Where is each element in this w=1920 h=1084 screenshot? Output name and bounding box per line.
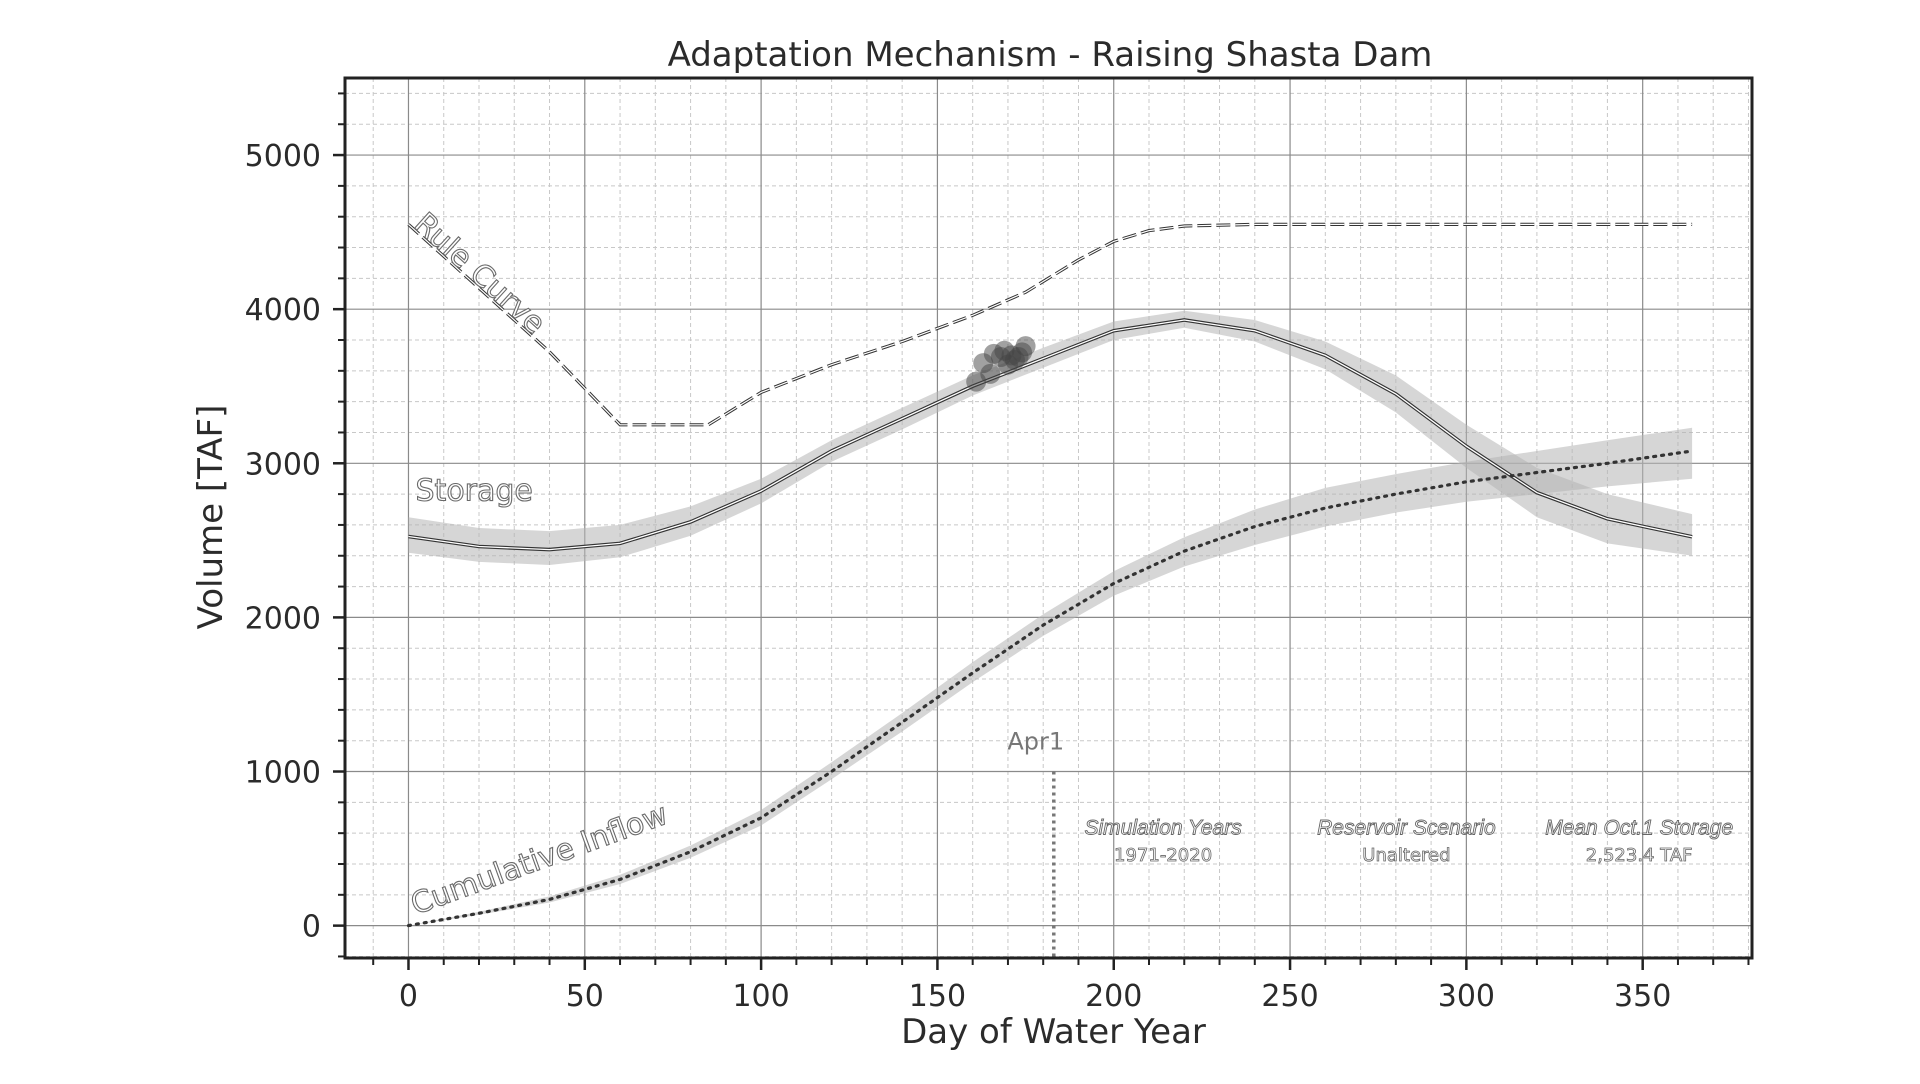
x-tick-label: 0 xyxy=(399,979,418,1014)
y-tick-label: 2000 xyxy=(245,601,321,636)
y-tick-label: 1000 xyxy=(245,756,321,791)
info-header: Simulation Years xyxy=(1085,817,1243,840)
rule-curve-label: Rule Curve xyxy=(407,206,552,341)
april1-storage-point xyxy=(980,363,1001,384)
band-storage xyxy=(408,310,1693,565)
series-line-rule-curve-inner xyxy=(408,223,1693,426)
storage-label: Storage xyxy=(416,473,533,508)
y-tick-label: 5000 xyxy=(245,139,321,174)
x-tick-label: 300 xyxy=(1438,979,1495,1014)
y-axis-label: Volume [TAF] xyxy=(191,405,231,630)
info-header: Reservoir Scenario xyxy=(1317,817,1496,840)
april1-markers xyxy=(966,336,1036,392)
y-tick-label: 4000 xyxy=(245,293,321,328)
x-tick-label: 50 xyxy=(566,979,604,1014)
series-line-rule-curve xyxy=(407,222,1693,427)
info-value: 1971-2020 xyxy=(1114,845,1212,866)
chart-title: Adaptation Mechanism - Raising Shasta Da… xyxy=(668,35,1433,75)
april1-reference: Apr1 xyxy=(1007,728,1064,958)
x-tick-label: 250 xyxy=(1261,979,1318,1014)
plot-frame xyxy=(343,76,1754,960)
x-axis-label: Day of Water Year xyxy=(901,1012,1206,1052)
y-tick-label: 0 xyxy=(302,910,321,945)
info-value: 2,523.4 TAF xyxy=(1586,845,1693,866)
y-tick-label: 3000 xyxy=(245,447,321,482)
band-cumulative-inflow xyxy=(408,427,1693,926)
series-lines xyxy=(406,222,1694,928)
series-line-cumulative-inflow xyxy=(406,449,1694,928)
info-value: Unaltered xyxy=(1362,845,1450,866)
series-line-storage-inner xyxy=(408,319,1693,551)
x-tick-label: 200 xyxy=(1085,979,1142,1014)
x-tick-label: 100 xyxy=(732,979,789,1014)
axes: 0 50 100 150 200 250 300 350 0 1000 2000 3000 4000 50… xyxy=(191,35,1754,1052)
x-tick-label: 150 xyxy=(909,979,966,1014)
x-tick-label: 350 xyxy=(1614,979,1671,1014)
april1-label: Apr1 xyxy=(1007,728,1064,756)
confidence-bands xyxy=(408,310,1693,926)
series-line-storage xyxy=(408,318,1693,552)
info-header: Mean Oct.1 Storage xyxy=(1545,817,1733,840)
april1-storage-point xyxy=(1015,336,1036,357)
